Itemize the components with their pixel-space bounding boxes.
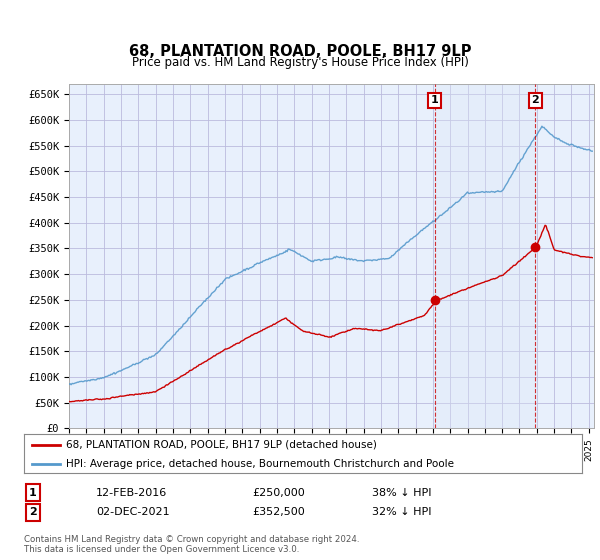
Text: 02-DEC-2021: 02-DEC-2021 — [96, 507, 170, 517]
Text: 68, PLANTATION ROAD, POOLE, BH17 9LP: 68, PLANTATION ROAD, POOLE, BH17 9LP — [129, 44, 471, 59]
Text: HPI: Average price, detached house, Bournemouth Christchurch and Poole: HPI: Average price, detached house, Bour… — [66, 459, 454, 469]
Text: 12-FEB-2016: 12-FEB-2016 — [96, 488, 167, 498]
Text: 38% ↓ HPI: 38% ↓ HPI — [372, 488, 431, 498]
Bar — [434, 84, 535, 428]
Text: 1: 1 — [29, 488, 37, 498]
Text: £250,000: £250,000 — [252, 488, 305, 498]
Text: 2: 2 — [532, 95, 539, 105]
Text: Contains HM Land Registry data © Crown copyright and database right 2024.
This d: Contains HM Land Registry data © Crown c… — [24, 535, 359, 554]
Text: £352,500: £352,500 — [252, 507, 305, 517]
Text: 68, PLANTATION ROAD, POOLE, BH17 9LP (detached house): 68, PLANTATION ROAD, POOLE, BH17 9LP (de… — [66, 440, 377, 450]
Text: Price paid vs. HM Land Registry's House Price Index (HPI): Price paid vs. HM Land Registry's House … — [131, 55, 469, 69]
Text: 32% ↓ HPI: 32% ↓ HPI — [372, 507, 431, 517]
Text: 2: 2 — [29, 507, 37, 517]
Text: 1: 1 — [431, 95, 439, 105]
